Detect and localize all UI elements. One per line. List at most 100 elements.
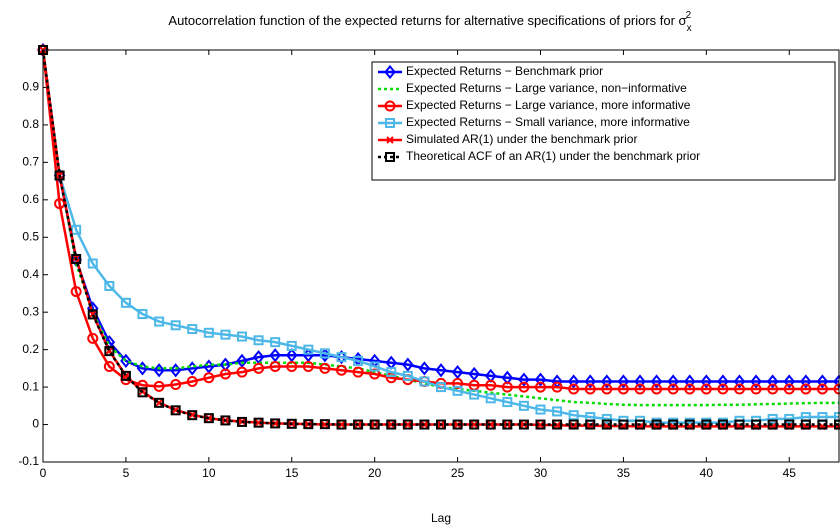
marker-square bbox=[170, 320, 181, 331]
marker-square bbox=[800, 419, 811, 430]
marker-circle bbox=[103, 360, 115, 372]
x-tick-label: 45 bbox=[783, 466, 797, 480]
marker-diamond bbox=[683, 374, 696, 389]
marker-diamond bbox=[584, 374, 597, 389]
y-tick-label: 0 bbox=[32, 417, 39, 431]
y-tick-label: 0.4 bbox=[22, 267, 39, 281]
marker-diamond bbox=[153, 363, 165, 378]
series-line bbox=[41, 49, 839, 407]
marker-x bbox=[453, 420, 462, 429]
marker-square bbox=[651, 419, 662, 430]
x-tick-label: 5 bbox=[123, 466, 130, 480]
marker-square bbox=[618, 419, 629, 430]
marker-circle bbox=[535, 381, 546, 393]
marker-circle bbox=[568, 383, 580, 395]
marker-diamond bbox=[766, 374, 779, 389]
marker-diamond bbox=[451, 365, 464, 380]
marker-circle bbox=[551, 381, 563, 393]
marker-circle bbox=[717, 383, 729, 395]
marker-circle bbox=[485, 379, 497, 391]
marker-square bbox=[385, 118, 395, 128]
marker-circle bbox=[203, 372, 215, 384]
marker-diamond bbox=[601, 374, 613, 389]
marker-square bbox=[436, 419, 446, 430]
x-tick-label: 35 bbox=[617, 466, 631, 480]
marker-square bbox=[336, 352, 347, 363]
legend-label: Expected Returns − Small variance, more … bbox=[406, 115, 690, 129]
marker-circle bbox=[783, 383, 795, 395]
marker-circle bbox=[584, 383, 596, 395]
marker-square bbox=[635, 419, 645, 430]
marker-square bbox=[701, 419, 712, 430]
marker-square bbox=[518, 400, 529, 411]
marker-square bbox=[237, 416, 247, 427]
marker-square bbox=[286, 340, 297, 351]
legend-label: Expected Returns − Benchmark prior bbox=[406, 64, 603, 78]
marker-square bbox=[585, 419, 596, 430]
marker-diamond bbox=[435, 363, 447, 378]
marker-square bbox=[270, 337, 281, 348]
marker-square bbox=[767, 413, 778, 424]
marker-circle bbox=[269, 360, 281, 372]
marker-square bbox=[684, 419, 695, 430]
marker-square bbox=[502, 397, 513, 408]
y-tick-label: 0.7 bbox=[22, 155, 39, 169]
marker-square bbox=[485, 419, 496, 430]
marker-square bbox=[54, 170, 65, 181]
marker-circle bbox=[651, 383, 663, 395]
marker-circle bbox=[800, 383, 812, 395]
marker-diamond bbox=[816, 374, 829, 389]
marker-diamond bbox=[750, 374, 762, 389]
marker-diamond bbox=[169, 363, 182, 378]
marker-circle bbox=[816, 383, 828, 395]
title-subscript: x bbox=[687, 23, 692, 34]
marker-square bbox=[71, 224, 82, 235]
marker-x bbox=[386, 136, 394, 144]
marker-square bbox=[385, 152, 395, 162]
marker-circle bbox=[137, 379, 148, 391]
marker-square bbox=[552, 406, 563, 417]
marker-square bbox=[286, 418, 297, 429]
marker-diamond bbox=[617, 374, 630, 389]
marker-x bbox=[271, 419, 279, 428]
y-tick-label: 0.6 bbox=[22, 192, 39, 206]
marker-square bbox=[253, 417, 264, 428]
marker-square bbox=[751, 419, 762, 430]
legend-label: Theoretical ACF of an AR(1) under the be… bbox=[406, 149, 700, 163]
marker-square bbox=[187, 410, 198, 421]
marker-diamond bbox=[252, 350, 265, 365]
marker-square bbox=[270, 418, 281, 429]
marker-circle bbox=[501, 381, 513, 393]
marker-square bbox=[253, 335, 264, 346]
title-text: Autocorrelation function of the expected… bbox=[168, 13, 686, 28]
marker-square bbox=[369, 419, 380, 430]
marker-diamond bbox=[402, 357, 414, 372]
marker-diamond bbox=[534, 372, 547, 387]
y-tick-label: 0.9 bbox=[22, 80, 39, 94]
marker-square bbox=[220, 329, 231, 340]
marker-diamond bbox=[384, 64, 396, 80]
marker-circle bbox=[253, 362, 265, 374]
marker-square bbox=[154, 397, 165, 408]
marker-circle bbox=[336, 364, 347, 376]
marker-square bbox=[87, 309, 98, 320]
x-tick-label: 0 bbox=[40, 466, 47, 480]
marker-square bbox=[552, 419, 563, 430]
series-line bbox=[41, 49, 839, 426]
marker-square bbox=[402, 370, 413, 381]
marker-square bbox=[303, 419, 314, 430]
marker-square bbox=[187, 324, 198, 335]
axes-box bbox=[42, 49, 840, 463]
y-tick-label: 0.3 bbox=[22, 304, 39, 318]
marker-diamond bbox=[285, 348, 298, 363]
legend: Expected Returns − Benchmark prior Expect… bbox=[371, 61, 836, 181]
marker-square bbox=[601, 419, 612, 430]
x-tick-label: 25 bbox=[451, 466, 465, 480]
marker-square bbox=[319, 419, 330, 430]
y-tick-label: 0.5 bbox=[22, 229, 39, 243]
marker-circle bbox=[302, 360, 314, 372]
marker-circle bbox=[87, 332, 99, 344]
marker-x bbox=[321, 420, 329, 429]
marker-square bbox=[668, 419, 679, 430]
